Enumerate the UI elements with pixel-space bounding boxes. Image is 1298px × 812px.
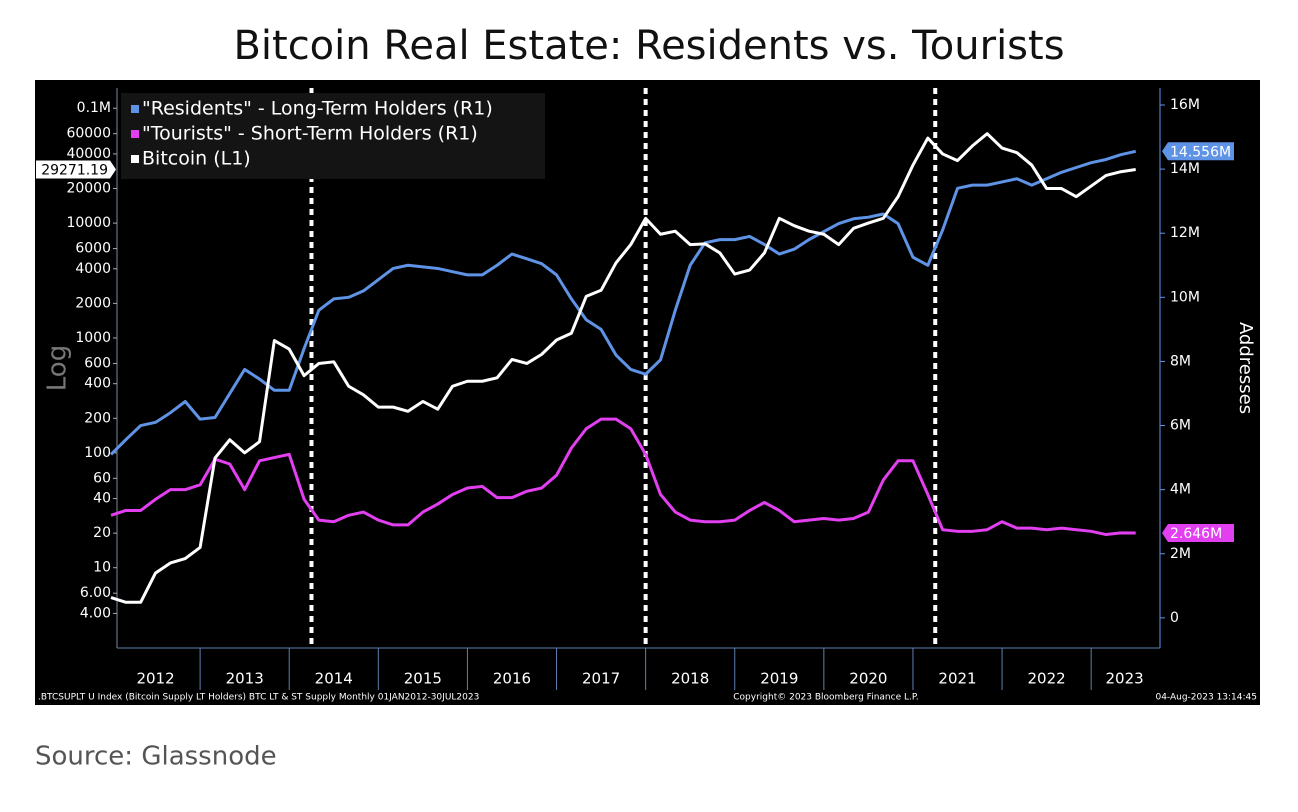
y2-tick-label: 0	[1170, 610, 1179, 626]
y-tick-label: 0.1M	[77, 100, 111, 116]
y-tick-label: 20000	[66, 181, 111, 197]
x-tick-label: 2016	[493, 670, 531, 688]
y-tick-label: 4.00	[80, 605, 111, 621]
y2-tick-label: 6M	[1170, 418, 1191, 434]
y-tick-label: 100	[84, 445, 111, 461]
legend-swatch	[131, 155, 139, 163]
x-tick-label: 2013	[226, 670, 264, 688]
series-line	[109, 149, 1137, 456]
y-tick-label: 40000	[66, 146, 111, 162]
value-tag	[1162, 142, 1234, 161]
source: Source: Glassnode	[35, 742, 277, 772]
y2-tick-label: 8M	[1170, 353, 1191, 369]
x-tick-label: 2021	[938, 670, 976, 688]
series-line	[110, 417, 1136, 537]
y-tick-label: 60000	[66, 126, 111, 142]
legend-swatch	[131, 105, 139, 113]
y-tick-label: 60	[93, 470, 111, 486]
series-line	[110, 132, 1136, 604]
y2-axis-label: Addresses	[1235, 322, 1256, 414]
y-tick-label: 2000	[75, 295, 111, 311]
y-tick-label: 600	[84, 355, 111, 371]
legend-label: "Tourists" - Short-Term Holders (R1)	[142, 123, 478, 145]
legend-box	[121, 93, 545, 179]
value-tag-label: 14.556M	[1170, 144, 1231, 160]
footer-right: 04-Aug-2023 13:14:45	[1155, 693, 1257, 703]
y2-tick-label: 12M	[1170, 225, 1200, 241]
legend-label: "Residents" - Long-Term Holders (R1)	[142, 98, 493, 120]
y-tick-label: 1000	[75, 330, 111, 346]
x-tick-label: 2017	[582, 670, 620, 688]
y-tick-label: 200	[84, 410, 111, 426]
x-tick-label: 2018	[671, 670, 709, 688]
x-tick-label: 2012	[136, 670, 174, 688]
value-tag-label: 29271.19	[41, 163, 108, 179]
y-tick-label: 10	[93, 560, 111, 576]
x-tick-label: 2023	[1105, 670, 1143, 688]
y2-tick-label: 14M	[1170, 161, 1200, 177]
y2-tick-label: 10M	[1170, 289, 1200, 305]
value-tag-label: 2.646M	[1170, 526, 1222, 542]
legend-label: Bitcoin (L1)	[142, 148, 251, 170]
y-tick-label: 20	[93, 525, 111, 541]
y-tick-label: 40	[93, 491, 111, 507]
y-axis-label: Log	[43, 345, 73, 391]
y2-tick-label: 4M	[1170, 482, 1191, 498]
chart-panel	[35, 80, 1260, 705]
x-tick-label: 2014	[315, 670, 353, 688]
y-tick-label: 4000	[75, 261, 111, 277]
y2-tick-label: 2M	[1170, 546, 1191, 562]
y2-tick-label: 16M	[1170, 97, 1200, 113]
x-tick-label: 2022	[1028, 670, 1066, 688]
x-tick-label: 2020	[849, 670, 887, 688]
y-tick-label: 400	[84, 376, 111, 392]
footer-left: .BTCSUPLT U Index (Bitcoin Supply LT Hol…	[38, 693, 479, 703]
chart-title: Bitcoin Real Estate: Residents vs. Touri…	[233, 23, 1064, 69]
value-tag	[1162, 524, 1234, 543]
y-tick-label: 10000	[66, 215, 111, 231]
footer-center: Copyright© 2023 Bloomberg Finance L.P.	[733, 693, 918, 703]
x-tick-label: 2015	[404, 670, 442, 688]
y-tick-label: 6000	[75, 241, 111, 257]
value-tag	[36, 160, 116, 179]
y-tick-label: 6.00	[80, 585, 111, 601]
legend-swatch	[131, 130, 139, 138]
x-tick-label: 2019	[760, 670, 798, 688]
